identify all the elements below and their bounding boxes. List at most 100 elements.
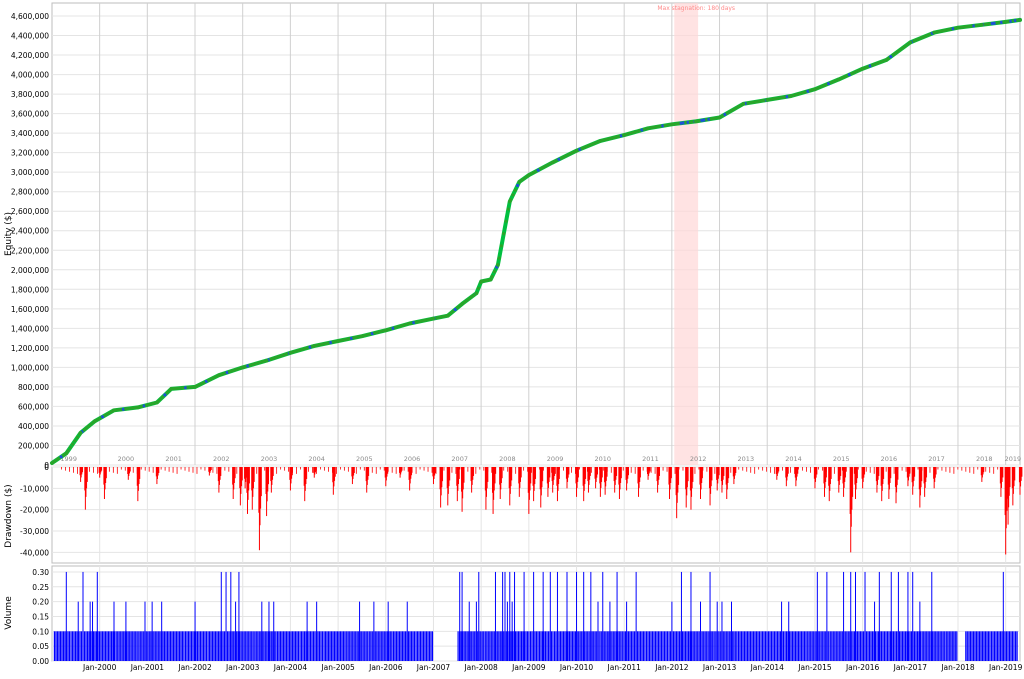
equity-marker bbox=[191, 385, 195, 389]
equity-point bbox=[670, 122, 674, 127]
equity-marker bbox=[412, 321, 416, 325]
equity-marker bbox=[516, 183, 520, 188]
year-label: 2019 bbox=[1005, 455, 1022, 463]
equity-point bbox=[336, 339, 340, 343]
year-label: 2012 bbox=[690, 455, 707, 463]
volume-x-tick-label: Jan-2019 bbox=[988, 663, 1023, 672]
equity-point bbox=[1003, 20, 1008, 24]
equity-marker bbox=[799, 91, 803, 95]
equity-y-tick-label: 4,400,000 bbox=[11, 32, 49, 41]
equity-point bbox=[693, 119, 698, 124]
equity-marker bbox=[492, 270, 497, 274]
drawdown-y-tick-label: -10,000 bbox=[20, 484, 49, 493]
equity-marker bbox=[363, 333, 367, 337]
equity-marker bbox=[893, 51, 898, 55]
equity-marker bbox=[490, 274, 494, 279]
volume-x-tick-label: Jan-2004 bbox=[273, 663, 308, 672]
equity-marker bbox=[889, 55, 893, 59]
volume-x-tick-label: Jan-2007 bbox=[416, 663, 451, 672]
equity-point bbox=[446, 313, 450, 318]
year-label: 2018 bbox=[976, 455, 993, 463]
equity-y-tick-label: 3,600,000 bbox=[11, 110, 49, 119]
equity-point bbox=[64, 451, 69, 456]
equity-point bbox=[908, 40, 913, 45]
equity-marker bbox=[453, 307, 457, 312]
equity-marker bbox=[903, 44, 907, 49]
equity-y-axis-label: Equity ($) bbox=[4, 212, 14, 256]
equity-marker bbox=[751, 100, 755, 104]
equity-marker bbox=[131, 406, 135, 410]
equity-point bbox=[217, 373, 221, 378]
equity-marker bbox=[89, 422, 93, 426]
equity-point bbox=[646, 126, 650, 131]
equity-marker bbox=[898, 48, 902, 52]
equity-marker bbox=[66, 449, 70, 453]
equity-marker bbox=[896, 49, 900, 54]
equity-marker bbox=[59, 455, 63, 459]
equity-marker bbox=[186, 385, 190, 390]
volume-x-tick-label: Jan-2015 bbox=[797, 663, 832, 672]
equity-marker bbox=[174, 386, 179, 390]
year-label: 2016 bbox=[881, 455, 898, 463]
equity-marker bbox=[513, 188, 517, 192]
equity-y-tick-label: 1,200,000 bbox=[11, 344, 49, 353]
volume-x-tick-label: Jan-2001 bbox=[130, 663, 165, 672]
volume-x-tick-label: Jan-2008 bbox=[463, 663, 498, 672]
volume-y-tick-label: 0.30 bbox=[32, 568, 49, 577]
equity-marker bbox=[983, 22, 988, 26]
equity-marker bbox=[605, 137, 610, 141]
equity-point bbox=[136, 405, 140, 410]
equity-marker bbox=[75, 435, 79, 440]
year-label: 2006 bbox=[404, 455, 421, 463]
equity-y-tick-label: 2,800,000 bbox=[11, 188, 49, 197]
equity-point bbox=[574, 148, 579, 153]
equity-marker bbox=[456, 306, 460, 310]
equity-point bbox=[479, 279, 484, 284]
equity-point bbox=[155, 400, 159, 405]
equity-marker bbox=[499, 244, 503, 248]
year-label: 2008 bbox=[499, 455, 516, 463]
equity-y-tick-label: 2,000,000 bbox=[11, 266, 49, 275]
equity-point bbox=[932, 30, 936, 35]
drawdown-y-tick-label: -30,000 bbox=[20, 527, 49, 536]
equity-point bbox=[488, 277, 493, 282]
equity-y-tick-label: 3,000,000 bbox=[11, 168, 49, 177]
equity-point bbox=[765, 98, 770, 102]
equity-marker bbox=[472, 293, 476, 297]
volume-y-tick-label: 0.15 bbox=[32, 612, 49, 621]
equity-point bbox=[474, 291, 479, 296]
year-label: 2007 bbox=[451, 455, 468, 463]
equity-marker bbox=[82, 428, 86, 432]
volume-x-tick-label: Jan-2017 bbox=[893, 663, 928, 672]
equity-marker bbox=[55, 458, 59, 462]
volume-x-tick-label: Jan-2014 bbox=[750, 663, 785, 672]
equity-marker bbox=[993, 21, 997, 25]
volume-panel: 0.000.050.100.150.200.250.30 Jan-2000 Jan… bbox=[4, 565, 1023, 672]
equity-marker bbox=[654, 125, 658, 129]
volume-bars bbox=[53, 571, 1018, 661]
drawdown-y-tick-label: -20,000 bbox=[20, 506, 49, 515]
drawdown-y-tick-label: 0 bbox=[44, 463, 49, 472]
equity-point bbox=[550, 160, 555, 165]
volume-x-tick-label: Jan-2000 bbox=[82, 663, 117, 672]
equity-marker bbox=[71, 442, 75, 446]
volume-y-tick-label: 0.10 bbox=[32, 627, 49, 636]
year-label: 2013 bbox=[738, 455, 755, 463]
equity-point bbox=[50, 461, 54, 465]
equity-point bbox=[598, 139, 603, 143]
drawdown-y-tick-labels: 0 -10,000 -20,000 -30,000 -40,000 bbox=[20, 463, 49, 557]
equity-marker bbox=[702, 118, 706, 122]
equity-marker bbox=[57, 456, 61, 460]
equity-y-tick-label: 4,200,000 bbox=[11, 51, 49, 60]
year-label: 2011 bbox=[642, 455, 659, 463]
equity-marker bbox=[117, 408, 121, 412]
equity-year-labels: 1999 2000 2001 2002 2003 2004 2005 2006 2007 2008… bbox=[60, 455, 1021, 463]
equity-point bbox=[193, 385, 197, 389]
equity-marker bbox=[315, 343, 319, 347]
equity-y-tick-label: 1,400,000 bbox=[11, 324, 49, 333]
equity-y-tick-label: 800,000 bbox=[18, 383, 49, 392]
equity-point bbox=[360, 334, 364, 339]
year-label: 2003 bbox=[261, 455, 278, 463]
equity-y-tick-label: 2,600,000 bbox=[11, 207, 49, 216]
drawdown-y-tick-label: -40,000 bbox=[20, 548, 49, 557]
